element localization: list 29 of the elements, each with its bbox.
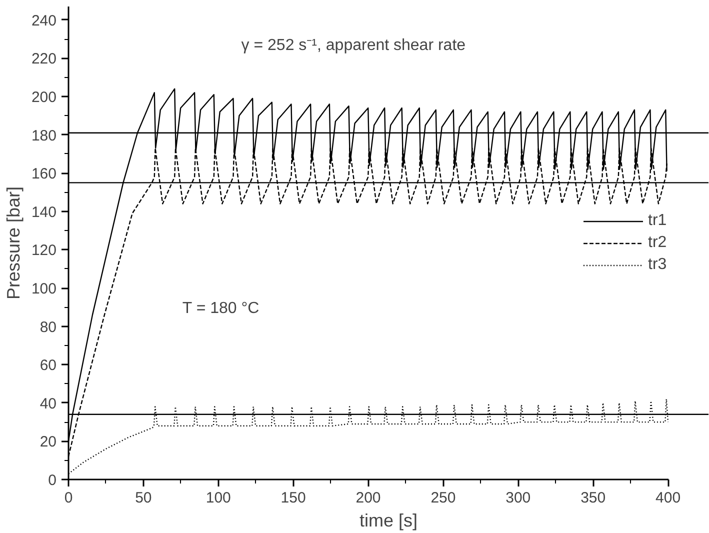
x-tick-label: 0 <box>64 490 73 506</box>
legend-label: tr3 <box>648 256 668 274</box>
x-tick-label: 150 <box>280 490 306 506</box>
y-tick-label: 180 <box>31 127 57 144</box>
y-tick-label: 20 <box>40 434 57 451</box>
y-tick-label: 240 <box>31 12 57 30</box>
annotation: γ = 252 s⁻¹, apparent shear rate <box>241 36 466 54</box>
annotation: T = 180 °C <box>182 300 260 317</box>
y-axis-title: Pressure [bar] <box>3 186 24 300</box>
x-tick-label: 250 <box>430 490 456 506</box>
x-tick-label: 100 <box>206 490 231 506</box>
legend-label: tr1 <box>648 212 668 230</box>
y-tick-label: 120 <box>31 242 57 260</box>
x-tick-label: 200 <box>356 490 381 506</box>
x-tick-label: 300 <box>506 490 531 506</box>
x-tick-label: 400 <box>656 490 681 506</box>
y-tick-label: 60 <box>40 357 57 374</box>
y-tick-label: 100 <box>31 280 57 298</box>
y-tick-label: 220 <box>31 50 57 68</box>
y-tick-label: 140 <box>31 204 57 221</box>
y-tick-label: 0 <box>48 472 56 489</box>
y-tick-label: 200 <box>31 89 57 106</box>
x-tick-label: 350 <box>580 490 606 506</box>
y-tick-label: 40 <box>40 395 57 412</box>
x-axis-title: time [s] <box>359 510 418 530</box>
legend-label: tr2 <box>648 234 668 252</box>
y-tick-label: 160 <box>31 166 57 183</box>
y-tick-label: 80 <box>40 318 57 336</box>
x-tick-label: 50 <box>135 490 152 506</box>
